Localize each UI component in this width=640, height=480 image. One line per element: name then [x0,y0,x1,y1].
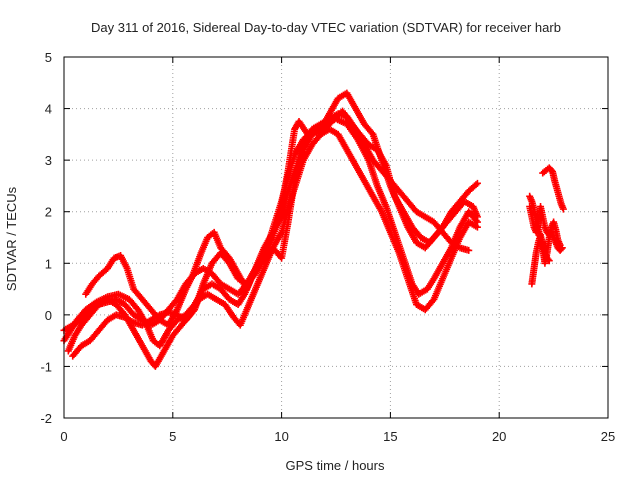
y-tick-label: 0 [45,308,52,323]
data-point [473,179,481,187]
x-tick-label: 20 [492,429,506,444]
series-track-e [60,107,481,334]
y-tick-label: -1 [40,359,52,374]
y-tick-label: -2 [40,411,52,426]
plot-frame [63,56,609,419]
x-tick-label: 0 [60,429,67,444]
data-point [557,245,565,253]
y-tick-label: 5 [45,50,52,65]
data-point [559,205,567,213]
y-axis-label: SDTVAR / TECUs [4,186,19,291]
x-tick-label: 5 [169,429,176,444]
data-points-layer [60,89,567,370]
tick-layer: 0 5 10 15 20 25 -2 -1 0 1 2 3 4 5 [40,50,615,444]
grid-layer [64,57,608,418]
data-point [473,223,481,231]
x-tick-label: 15 [383,429,397,444]
data-point [556,241,564,249]
y-tick-label: 3 [45,153,52,168]
data-point [545,257,553,265]
chart-title: Day 311 of 2016, Sidereal Day-to-day VTE… [91,20,561,35]
data-point [473,213,481,221]
series-track-i [539,164,567,213]
y-tick-label: 4 [45,102,52,117]
x-tick-label: 10 [274,429,288,444]
y-tick-label: 1 [45,256,52,271]
y-tick-label: 2 [45,205,52,220]
series-track-h [526,192,553,265]
x-axis-label: GPS time / hours [286,458,385,473]
data-point [465,246,473,254]
data-point [544,255,552,263]
x-tick-label: 25 [601,429,615,444]
data-point [472,181,480,189]
